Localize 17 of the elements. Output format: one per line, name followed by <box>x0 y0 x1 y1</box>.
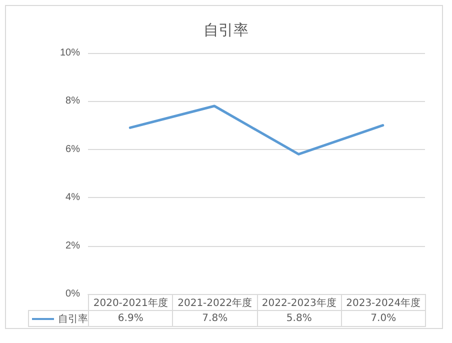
chart-title: 自引率 <box>204 22 248 39</box>
legend-label: 自引率 <box>58 314 88 324</box>
data-label: 7.8% <box>172 310 257 326</box>
data-label: 5.8% <box>257 310 342 326</box>
y-tick-label: 0% <box>66 288 80 300</box>
y-tick-label: 10% <box>60 48 80 58</box>
x-tick-label: 2021-2022年度 <box>172 294 257 310</box>
x-tick-label: 2023-2024年度 <box>341 294 426 310</box>
y-tick-label: 8% <box>66 96 80 107</box>
data-label: 7.0% <box>341 310 426 326</box>
x-tick-label: 2020-2021年度 <box>88 294 173 310</box>
y-tick-label: 6% <box>66 144 80 155</box>
x-tick-label: 2022-2023年度 <box>257 294 342 310</box>
line-series <box>128 104 384 156</box>
y-tick-label: 4% <box>66 192 80 204</box>
data-label: 6.9% <box>88 310 173 326</box>
y-tick-label: 2% <box>66 240 80 252</box>
